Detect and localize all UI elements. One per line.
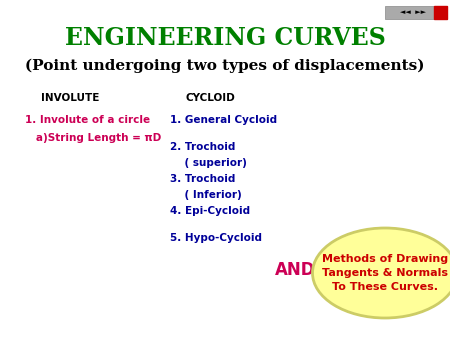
Text: a)String Length = πD: a)String Length = πD: [25, 133, 161, 143]
Text: 1. Involute of a circle: 1. Involute of a circle: [25, 115, 150, 125]
Text: 5. Hypo-Cycloid: 5. Hypo-Cycloid: [170, 234, 262, 243]
Text: AND: AND: [275, 261, 315, 279]
Text: ◄◄  ►►: ◄◄ ►►: [400, 9, 426, 15]
Ellipse shape: [312, 228, 450, 318]
Text: 3. Trochoid: 3. Trochoid: [170, 174, 235, 184]
Text: (Point undergoing two types of displacements): (Point undergoing two types of displacem…: [25, 59, 425, 73]
Text: Methods of Drawing
Tangents & Normals
To These Curves.: Methods of Drawing Tangents & Normals To…: [322, 254, 448, 292]
Text: INVOLUTE: INVOLUTE: [41, 93, 99, 103]
Text: CYCLOID: CYCLOID: [185, 93, 235, 103]
Text: 4. Epi-Cycloid: 4. Epi-Cycloid: [170, 206, 250, 216]
Text: ( Inferior): ( Inferior): [170, 190, 242, 200]
Text: ENGINEERING CURVES: ENGINEERING CURVES: [65, 26, 385, 50]
Text: 1. General Cycloid: 1. General Cycloid: [170, 115, 277, 125]
Text: ( superior): ( superior): [170, 158, 247, 168]
Bar: [385, 5, 447, 19]
Bar: [434, 5, 447, 19]
Text: 2. Trochoid: 2. Trochoid: [170, 142, 235, 152]
